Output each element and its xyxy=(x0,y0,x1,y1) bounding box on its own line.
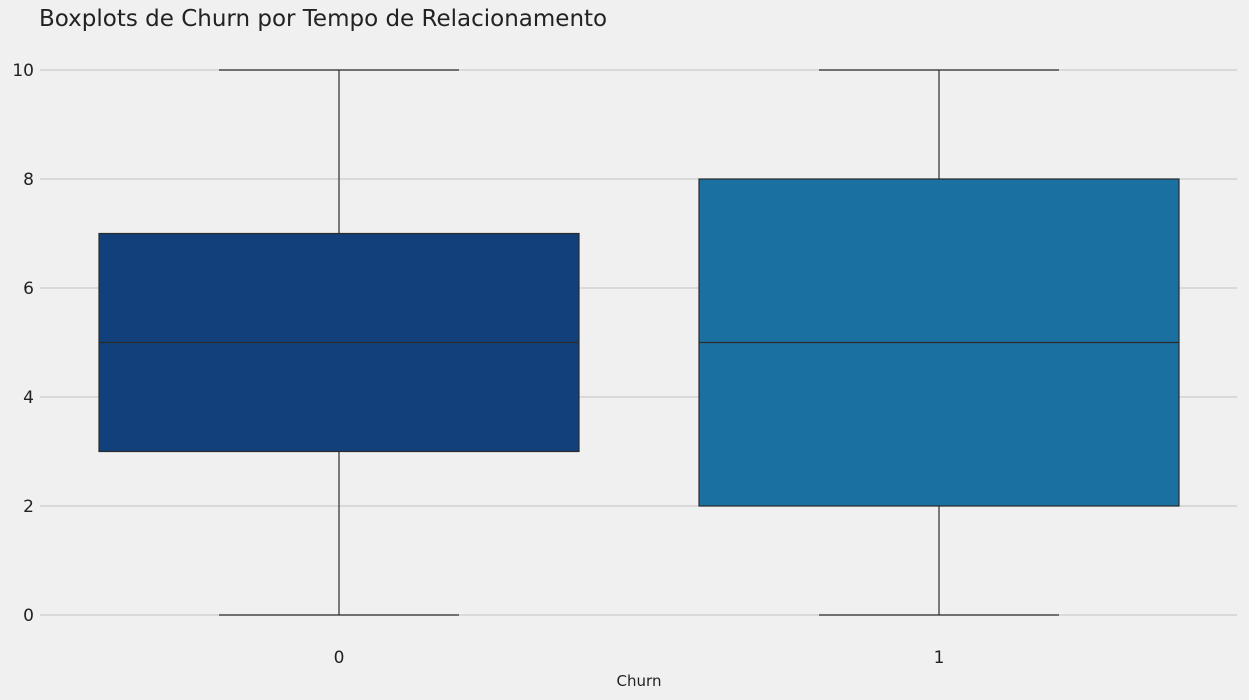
x-tick-label-0: 0 xyxy=(334,648,345,668)
y-tick-label-6: 6 xyxy=(23,279,34,299)
y-tick-label-4: 4 xyxy=(23,388,34,408)
y-tick-label-2: 2 xyxy=(23,497,34,517)
x-axis-label: Churn xyxy=(617,672,662,690)
y-tick-label-0: 0 xyxy=(23,606,34,626)
chart-title: Boxplots de Churn por Tempo de Relaciona… xyxy=(39,6,608,32)
y-tick-label-10: 10 xyxy=(12,61,34,81)
x-tick-label-1: 1 xyxy=(934,648,945,668)
y-tick-label-8: 8 xyxy=(23,170,34,190)
